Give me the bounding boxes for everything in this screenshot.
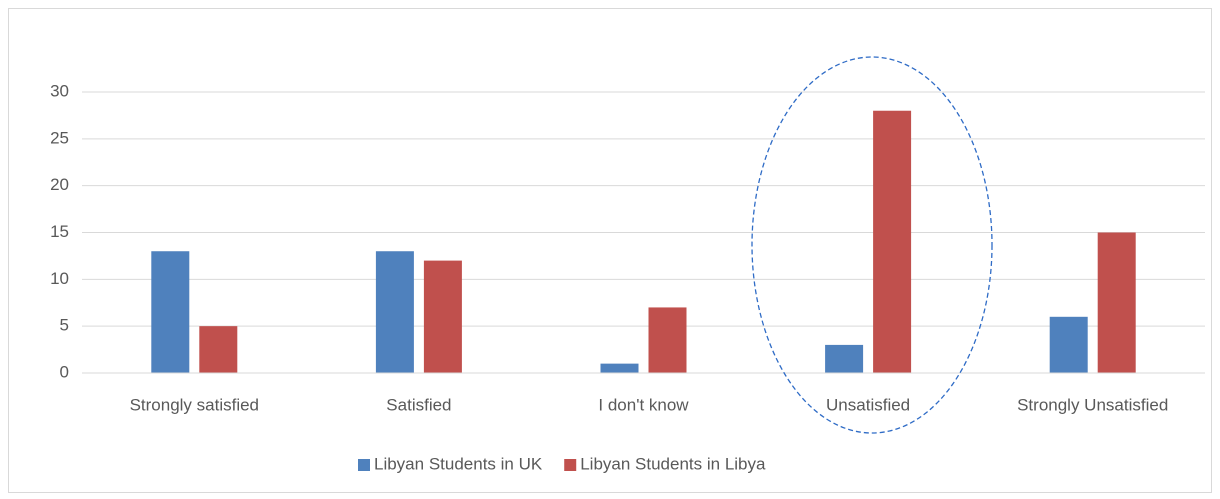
bar xyxy=(600,363,639,373)
legend-swatch xyxy=(564,459,577,471)
y-tick-label: 30 xyxy=(50,81,69,100)
plot-area: 0 5 10 15 20 25 30 Strongly satisfied Satisfied I… xyxy=(50,81,1205,473)
legend-label: Libyan Students in Libya xyxy=(580,454,766,473)
chart-border xyxy=(8,8,1212,493)
bar xyxy=(873,110,912,373)
x-tick-label: Strongly satisfied xyxy=(130,395,259,414)
y-tick-label: 0 xyxy=(60,362,69,381)
bar xyxy=(151,251,190,373)
bar xyxy=(648,307,687,373)
highlight-ellipse xyxy=(751,56,993,434)
y-tick-label: 15 xyxy=(50,222,69,241)
y-tick-label: 5 xyxy=(60,316,69,335)
x-tick-label: I don't know xyxy=(598,395,689,414)
y-tick-label: 20 xyxy=(50,175,69,194)
y-tick-label: 25 xyxy=(50,128,69,147)
legend-label: Libyan Students in UK xyxy=(374,454,543,473)
bar xyxy=(825,344,864,373)
x-tick-label: Satisfied xyxy=(386,395,451,414)
y-tick-label: 10 xyxy=(50,269,69,288)
bar xyxy=(423,260,462,373)
bar xyxy=(1097,232,1136,373)
bar xyxy=(199,326,238,373)
legend-swatch xyxy=(358,459,370,471)
bar xyxy=(375,251,414,373)
bar xyxy=(1049,316,1088,373)
x-tick-label: Unsatisfied xyxy=(826,395,910,414)
x-tick-label: Strongly Unsatisfied xyxy=(1017,395,1168,414)
